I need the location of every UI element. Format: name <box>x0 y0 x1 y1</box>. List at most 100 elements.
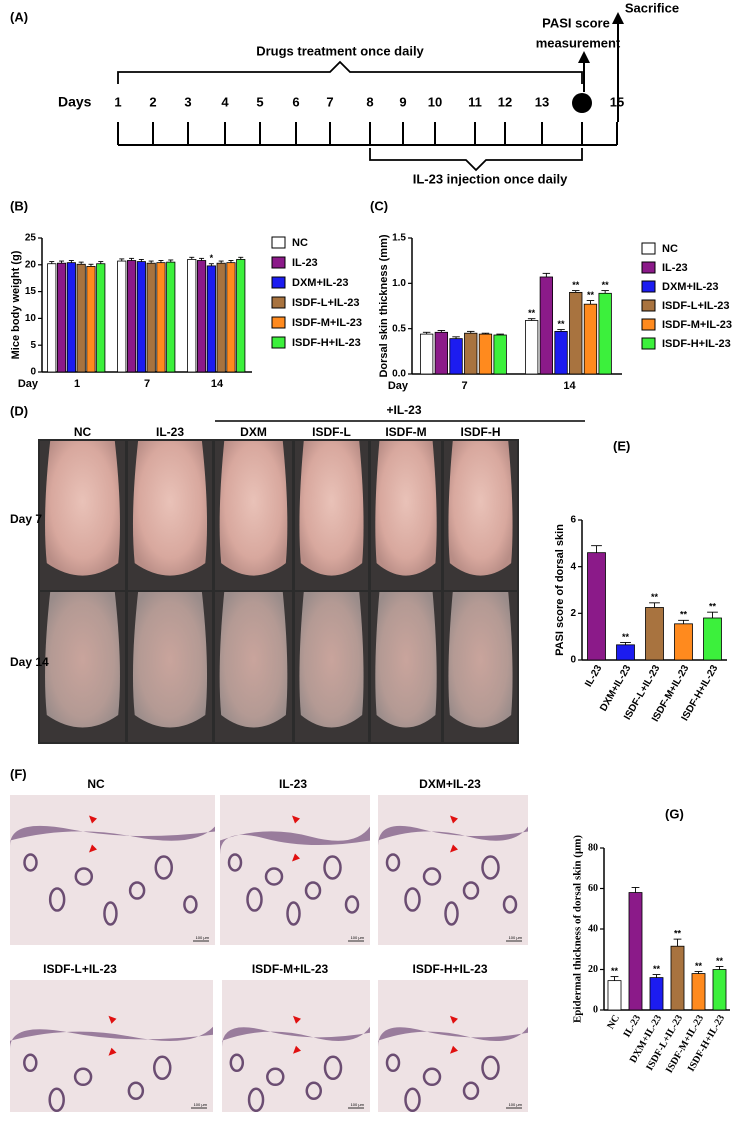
photo-skin <box>219 441 288 576</box>
significance-marker: ** <box>680 610 688 620</box>
legend-swatch <box>271 256 286 269</box>
day-highlight <box>572 93 592 113</box>
legend-swatch <box>271 296 286 309</box>
significance-marker: ** <box>611 966 619 976</box>
scale-bar-label: 100 μm <box>194 1102 208 1107</box>
y-tick-label: 15 <box>25 286 37 297</box>
significance-marker: ** <box>558 319 566 329</box>
follicle <box>323 1055 343 1081</box>
significance-marker: ** <box>622 632 630 642</box>
arrowhead <box>89 844 97 853</box>
row-label: Day 14 <box>10 655 49 669</box>
follicle <box>103 901 118 926</box>
bar <box>216 262 226 373</box>
x-tick-label: IL-23 <box>583 663 604 689</box>
y-tick-label: 4 <box>570 561 576 572</box>
column-label: IL-23 <box>156 425 184 439</box>
y-tick-label: 1.0 <box>392 278 406 289</box>
image-title: ISDF-M+IL-23 <box>252 962 329 976</box>
follicle <box>247 1087 265 1113</box>
injection-label: IL-23 injection once daily <box>413 171 568 186</box>
legend-label: ISDF-H+IL-23 <box>662 338 731 350</box>
arrowhead <box>89 815 97 824</box>
image-title: DXM+IL-23 <box>419 777 481 791</box>
x-tick-label: 7 <box>144 378 150 390</box>
x-tick-label: 14 <box>563 380 576 392</box>
legend-swatch <box>641 280 656 293</box>
y-tick-label: 10 <box>25 313 37 324</box>
day-label: 3 <box>184 94 191 109</box>
days-label: Days <box>58 94 92 110</box>
y-tick-label: 0.5 <box>392 323 406 334</box>
measurement-label: measurement <box>536 35 621 50</box>
arrowhead <box>450 1045 458 1054</box>
significance-marker: ** <box>709 602 717 612</box>
photo-skin <box>299 592 364 728</box>
arrowhead <box>108 1047 117 1056</box>
epidermis <box>10 1026 213 1049</box>
y-tick-label: 25 <box>25 233 37 244</box>
bar <box>146 262 156 373</box>
significance-marker: ** <box>653 964 661 974</box>
bar <box>607 980 622 1011</box>
follicle <box>344 895 360 914</box>
legend-label: ISDF-H+IL-23 <box>292 337 361 349</box>
follicle <box>266 1067 285 1087</box>
significance-marker: ** <box>695 961 703 971</box>
legend-swatch <box>271 316 286 329</box>
day-label: 13 <box>535 94 549 109</box>
scale-bar-label: 100 μm <box>509 1102 523 1107</box>
arrowhead <box>293 1045 301 1054</box>
bar <box>478 333 493 375</box>
follicle <box>264 867 284 886</box>
column-label: NC <box>74 425 92 439</box>
x-tick-label: IL-23 <box>622 1013 643 1039</box>
y-axis-label: PASI score of dorsal skin <box>554 524 566 656</box>
bar <box>206 265 216 373</box>
bar <box>587 552 606 661</box>
group-label: +IL-23 <box>386 403 421 417</box>
y-axis-label: Epidermal thickness of dorsal skin (μm) <box>572 835 584 1023</box>
significance-marker: ** <box>572 280 580 290</box>
day-label: 1 <box>114 94 121 109</box>
histology-image <box>10 980 213 1112</box>
image-title: NC <box>87 777 105 791</box>
y-tick-label: 0 <box>30 367 36 378</box>
bar <box>166 261 176 373</box>
follicle <box>153 1055 172 1081</box>
x-tick-label: NC <box>605 1013 622 1031</box>
x-axis-label: Day <box>388 380 409 392</box>
bar <box>226 262 236 373</box>
epidermis <box>222 1026 370 1047</box>
day-label: 4 <box>221 94 229 109</box>
photo-skin <box>45 592 120 728</box>
legend-swatch <box>641 337 656 350</box>
bar <box>712 969 727 1011</box>
day-label: 8 <box>366 94 373 109</box>
follicle <box>23 853 38 872</box>
bar <box>187 259 197 373</box>
bar <box>236 259 246 373</box>
significance-marker: ** <box>528 308 536 318</box>
arrowhead <box>450 844 458 853</box>
legend-swatch <box>271 236 286 249</box>
legend-swatch <box>641 318 656 331</box>
follicle <box>422 1067 442 1087</box>
follicle <box>481 1055 500 1081</box>
bar <box>598 292 612 375</box>
follicle <box>227 853 243 872</box>
follicle <box>128 881 146 900</box>
bar <box>539 276 553 375</box>
y-tick-label: 20 <box>25 259 37 270</box>
scale-bar-label: 100 μm <box>196 935 210 940</box>
photo-skin <box>132 592 208 728</box>
y-tick-label: 60 <box>588 883 598 894</box>
column-label: ISDF-L <box>312 425 351 439</box>
photo-skin <box>132 441 208 576</box>
bar <box>449 338 463 375</box>
significance-marker: * <box>210 253 214 263</box>
day-label: 14 <box>575 94 590 109</box>
panel-label: (D) <box>10 403 28 418</box>
y-tick-label: 6 <box>570 515 576 526</box>
bar <box>616 644 635 661</box>
